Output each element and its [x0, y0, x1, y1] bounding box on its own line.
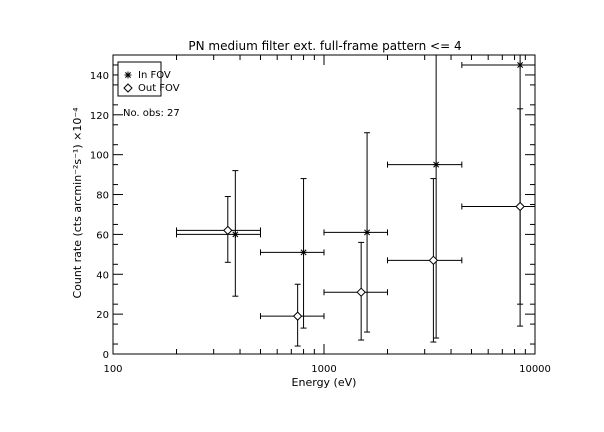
legend-asterisk-icon	[124, 71, 132, 79]
observation-count-annotation: No. obs: 27	[123, 108, 180, 119]
x-tick-label: 1000	[311, 364, 336, 375]
y-axis: 0 20 40 60 80 100 120 140	[90, 64, 535, 361]
series-asterisk	[176, 55, 535, 339]
data-point-diamond	[428, 255, 439, 266]
x-axis: 100 1000 10000	[103, 55, 551, 375]
data-point-diamond	[356, 287, 366, 297]
data-point-asterisk	[516, 61, 524, 69]
y-tick-label: 40	[96, 270, 109, 281]
legend-entry-out-fov: Out FOV	[138, 83, 180, 94]
y-tick-label: 100	[90, 151, 109, 162]
y-tick-label: 20	[96, 310, 109, 321]
legend: In FOV Out FOV	[117, 61, 180, 97]
data-point-asterisk	[231, 230, 239, 238]
x-tick-label: 10000	[519, 364, 551, 375]
legend-box	[117, 61, 162, 97]
data-point-diamond	[515, 201, 525, 212]
data-point-asterisk	[363, 228, 371, 236]
y-tick-label: 60	[96, 230, 109, 241]
data-point-diamond	[292, 311, 303, 321]
legend-diamond-icon	[123, 83, 133, 93]
y-tick-label: 0	[103, 350, 109, 361]
data-point-asterisk	[432, 161, 440, 169]
diamond-symbol	[123, 83, 133, 93]
data-point-diamond	[223, 225, 233, 236]
y-tick-label: 120	[90, 111, 109, 122]
plot-area	[176, 55, 535, 347]
chart-title: PN medium filter ext. full-frame pattern…	[188, 39, 461, 53]
legend-entry-in-fov: In FOV	[138, 70, 171, 81]
y-tick-label: 140	[90, 71, 109, 82]
y-tick-label: 80	[96, 191, 109, 202]
asterisk-symbol	[124, 71, 132, 79]
y-axis-label: Count rate (cts arcmin⁻²s⁻¹) ×10⁻⁴	[71, 107, 84, 299]
series-diamond	[176, 108, 535, 347]
x-tick-label: 100	[103, 364, 122, 375]
data-point-asterisk	[300, 248, 308, 256]
x-axis-label: Energy (eV)	[292, 376, 357, 389]
